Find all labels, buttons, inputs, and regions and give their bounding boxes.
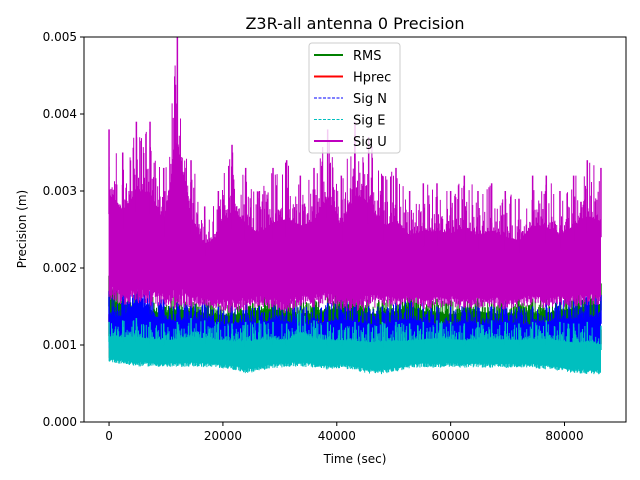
x-tick-label: 60000 bbox=[432, 429, 470, 443]
x-tick-label: 20000 bbox=[204, 429, 242, 443]
series-sig-e bbox=[108, 310, 602, 375]
series-layer bbox=[108, 37, 602, 375]
x-axis: 0 20000 40000 60000 80000 bbox=[105, 422, 584, 443]
x-tick-label: 40000 bbox=[318, 429, 356, 443]
x-tick-label: 80000 bbox=[545, 429, 583, 443]
series-line bbox=[108, 313, 601, 375]
legend-label: RMS bbox=[353, 49, 382, 64]
x-tick-label: 0 bbox=[105, 429, 113, 443]
y-axis-label: Precision (m) bbox=[15, 190, 29, 268]
y-tick-label: 0.004 bbox=[43, 107, 77, 121]
series-line bbox=[108, 65, 601, 314]
legend-label: Sig U bbox=[353, 135, 387, 150]
chart-title: Z3R-all antenna 0 Precision bbox=[245, 14, 464, 33]
legend-label: Hprec bbox=[353, 71, 391, 86]
legend: RMS Hprec Sig N Sig E Sig U bbox=[308, 42, 401, 154]
y-tick-label: 0.001 bbox=[43, 338, 77, 352]
legend-frame bbox=[308, 42, 401, 154]
x-axis-label: Time (sec) bbox=[323, 452, 387, 466]
axes-frame bbox=[83, 36, 627, 423]
y-axis: 0.000 0.001 0.002 0.003 0.004 0.005 bbox=[43, 30, 84, 429]
legend-label: Sig E bbox=[353, 114, 385, 129]
y-tick-label: 0.000 bbox=[43, 415, 77, 429]
y-tick-label: 0.005 bbox=[43, 30, 77, 44]
legend-label: Sig N bbox=[353, 92, 387, 107]
series-sig-u bbox=[108, 37, 602, 314]
y-tick-label: 0.002 bbox=[43, 261, 77, 275]
y-tick-label: 0.003 bbox=[43, 184, 77, 198]
